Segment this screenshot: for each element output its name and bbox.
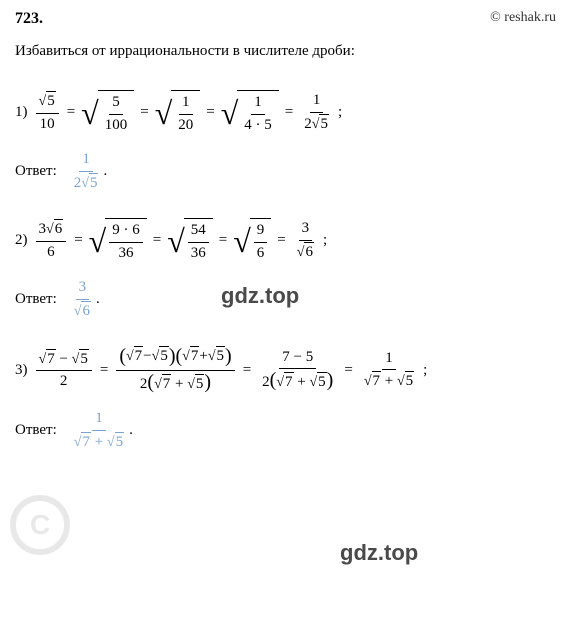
answer-label: Ответ: (15, 163, 57, 180)
header: 723. © reshak.ru (15, 10, 556, 28)
sqrt-expr: √ 5 100 (81, 90, 134, 135)
site-credit: © reshak.ru (490, 10, 556, 26)
equation-line-3: 3) √7 − √5 2 = (√7 − √5)(√7 + √5) 2(√7 +… (15, 346, 556, 394)
watermark-text: gdz.top (340, 540, 418, 566)
solution-2: 2) 3√6 6 = √ 9 · 6 36 = √ 54 36 (15, 218, 556, 321)
item-number: 1) (15, 104, 28, 121)
instruction-text: Избавиться от иррациональности в числите… (15, 43, 556, 60)
answer-line-2: Ответ: 3 √6 . (15, 278, 556, 321)
solution-3: 3) √7 − √5 2 = (√7 − √5)(√7 + √5) 2(√7 +… (15, 346, 556, 452)
equals: = (67, 104, 75, 121)
equation-line-1: 1) √5 10 = √ 5 100 = √ 1 20 = (15, 90, 556, 135)
answer-line-3: Ответ: 1 √7 + √5 . (15, 409, 556, 452)
fraction: √5 10 (36, 91, 59, 134)
problem-number: 723. (15, 10, 43, 28)
answer-value: 1 2√5 (69, 150, 104, 193)
solution-1: 1) √5 10 = √ 5 100 = √ 1 20 = (15, 90, 556, 193)
copyright-circle-icon (10, 495, 70, 555)
equation-line-2: 2) 3√6 6 = √ 9 · 6 36 = √ 54 36 (15, 218, 556, 263)
answer-line-1: Ответ: 1 2√5 . (15, 150, 556, 193)
